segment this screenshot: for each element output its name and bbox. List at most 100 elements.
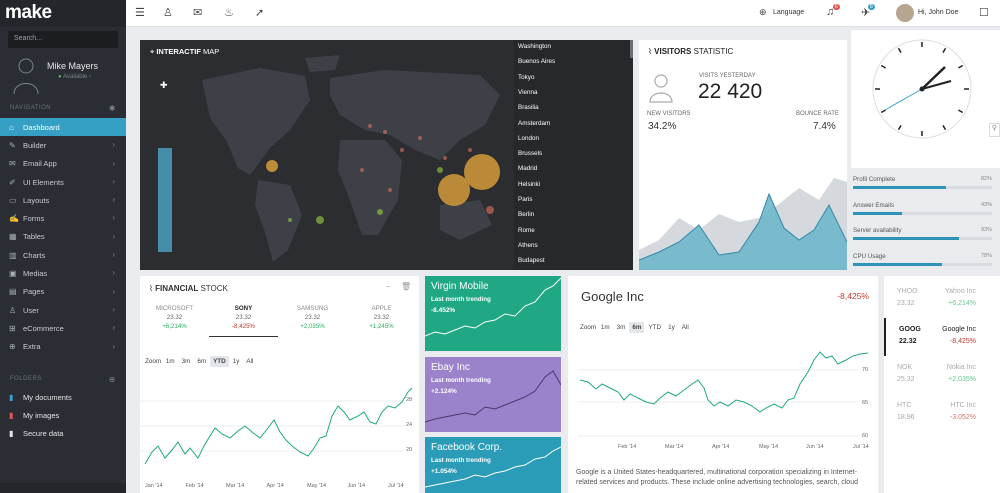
fire-icon[interactable]: ♨ xyxy=(224,7,234,19)
city-item[interactable]: Amsterdam xyxy=(518,119,551,127)
stock-tile[interactable]: Ebay Inc Last month trending +2.124% xyxy=(425,357,561,432)
zoom-1y-button[interactable]: 1y xyxy=(232,358,240,365)
stock-tab[interactable]: SONY 23.32 -8,425% xyxy=(209,305,278,337)
add-folder-icon[interactable]: ⊕ xyxy=(108,374,116,384)
stock-name: MICROSOFT xyxy=(155,305,194,312)
sidebar-item-medias[interactable]: ▣ Medias › xyxy=(0,264,126,282)
folder-item[interactable]: ▮ My documents xyxy=(0,389,126,407)
stock-name: SAMSUNG xyxy=(296,305,329,312)
menu-toggle-icon[interactable]: ☰ xyxy=(135,7,145,19)
messages-icon[interactable]: ✈ xyxy=(861,7,871,19)
sidebar-item-label: Forms xyxy=(23,214,45,224)
sidebar-item-email-app[interactable]: ✉ Email App › xyxy=(0,155,126,173)
ticker-row[interactable]: YHOO 23.32 Yahoo Inc +6,214% xyxy=(884,280,1000,318)
world-map[interactable] xyxy=(140,40,514,270)
ticker-row[interactable]: GOOG 22.32 Google Inc -8,425% xyxy=(884,318,1000,356)
city-item[interactable]: Budapest xyxy=(518,257,545,265)
stock-tile[interactable]: Facebook Corp. Last month trending +1.054% xyxy=(425,437,561,493)
map-zoom-slider[interactable] xyxy=(158,148,172,252)
sidebar-item-ui-elements[interactable]: ✐ UI Elements › xyxy=(0,173,126,191)
zoom-3m-button[interactable]: 3m xyxy=(616,324,626,331)
city-item[interactable]: Buenos Aires xyxy=(518,58,556,66)
zoom-ytd-button[interactable]: YTD xyxy=(210,356,229,367)
user-icon[interactable]: ♙ xyxy=(163,7,173,19)
search-input[interactable]: Search... xyxy=(8,31,118,48)
financial-line-chart[interactable] xyxy=(140,376,419,476)
city-item[interactable]: Washington xyxy=(518,43,552,50)
visits-yesterday-label: VISITS YESTERDAY xyxy=(699,73,756,79)
sidebar-item-charts[interactable]: ▥ Charts › xyxy=(0,246,126,264)
rocket-icon[interactable]: ➚ xyxy=(255,7,265,19)
trash-icon[interactable]: 🗑 xyxy=(401,282,412,291)
user-icon: ♙ xyxy=(9,305,17,315)
sidebar-item-label: Charts xyxy=(23,250,46,260)
map-pan-control[interactable]: ✚ xyxy=(160,80,168,90)
user-greeting[interactable]: Hi, John Doe xyxy=(918,9,959,16)
chat-icon[interactable]: ☐ xyxy=(979,7,989,19)
ticker-row[interactable]: HTC 18.96 HTC Inc -3.052% xyxy=(884,394,1000,432)
ticker-symbol: GOOG xyxy=(899,326,921,333)
map-title: ⌖ INTERACTIF MAP xyxy=(150,47,220,56)
zoom-all-button[interactable]: All xyxy=(246,358,254,365)
ticker-row[interactable]: NOK 25.32 Nokia Inc +2,035% xyxy=(884,356,1000,394)
sidebar-item-forms[interactable]: ✍ Forms › xyxy=(0,209,126,227)
gear-icon[interactable]: ✱ xyxy=(108,104,116,113)
avatar[interactable] xyxy=(896,4,914,22)
city-list-scrollbar[interactable] xyxy=(630,40,633,58)
active-tab-underline xyxy=(209,336,278,337)
stock-tab[interactable]: APPLE 23.32 +1,245% xyxy=(347,305,416,330)
sparkline-path xyxy=(425,277,561,337)
sidebar-item-dashboard[interactable]: ⌂ Dashboard xyxy=(0,118,126,137)
sidebar-item-builder[interactable]: ✎ Builder › xyxy=(0,136,126,154)
inbox-icon[interactable]: ✉ xyxy=(193,7,203,19)
user-status[interactable]: ● Available › xyxy=(58,74,91,80)
tile-sparkline xyxy=(425,370,561,423)
sidebar-item-layouts[interactable]: ▭ Layouts › xyxy=(0,191,126,209)
brand-logo[interactable]: make xyxy=(0,0,126,27)
visitors-area-chart[interactable] xyxy=(639,170,847,270)
globe-icon[interactable]: ⊕ xyxy=(759,7,767,17)
sidebar-item-tables[interactable]: ▦ Tables › xyxy=(0,228,126,246)
stock-tile[interactable]: Virgin Mobile Last month trending -8.452% xyxy=(425,276,561,351)
city-item[interactable]: Berlin xyxy=(518,211,535,219)
sidebar-item-ecommerce[interactable]: ⊞ eCommerce › xyxy=(0,319,126,337)
city-item[interactable]: London xyxy=(518,134,540,142)
settings-wrench-icon[interactable]: ⚲ xyxy=(989,123,1000,137)
sidebar-item-extra[interactable]: ⊕ Extra › xyxy=(0,338,126,356)
zoom-6m-button[interactable]: 6m xyxy=(629,322,645,333)
city-item[interactable]: Brussels xyxy=(518,150,543,158)
bell-icon[interactable]: ♫ xyxy=(826,6,835,18)
sidebar-item-user[interactable]: ♙ User › xyxy=(0,301,126,319)
stock-tab[interactable]: MICROSOFT 23.32 +6,214% xyxy=(140,305,209,330)
city-item[interactable]: Athens xyxy=(518,241,538,249)
minimize-icon[interactable]: – xyxy=(386,282,391,291)
folder-item[interactable]: ▮ My images xyxy=(0,407,126,425)
zoom-1m-button[interactable]: 1m xyxy=(600,324,610,331)
zoom-6m-button[interactable]: 6m xyxy=(197,358,207,365)
zoom-ytd-button[interactable]: YTD xyxy=(648,324,662,331)
clock-tick xyxy=(880,64,887,69)
city-item[interactable]: Vienna xyxy=(518,88,538,96)
city-item[interactable]: Madrid xyxy=(518,165,538,173)
folder-item[interactable]: ▮ Secure data xyxy=(0,425,126,443)
stock-tab[interactable]: SAMSUNG 23.32 +2,035% xyxy=(278,305,347,330)
sidebar-item-pages[interactable]: ▤ Pages › xyxy=(0,283,126,301)
google-line-chart[interactable] xyxy=(568,344,878,444)
city-item[interactable]: Rome xyxy=(518,226,535,234)
tile-value: +2.124% xyxy=(431,388,457,395)
zoom-1y-button[interactable]: 1y xyxy=(668,324,675,331)
city-item[interactable]: Helsinki xyxy=(518,180,541,188)
zoom-all-button[interactable]: All xyxy=(681,324,689,331)
google-zoom-bar: Zoom 1m 3m 6m YTD 1y All xyxy=(580,322,693,333)
stock-name: APPLE xyxy=(371,305,392,312)
chart-icon: ▥ xyxy=(9,250,17,260)
user-avatar-icon[interactable] xyxy=(12,54,40,94)
x-tick-label: May '14 xyxy=(307,483,327,489)
city-item[interactable]: Brasilia xyxy=(518,104,539,112)
zoom-1m-button[interactable]: 1m xyxy=(165,358,175,365)
zoom-3m-button[interactable]: 3m xyxy=(181,358,191,365)
city-item[interactable]: Paris xyxy=(518,196,533,203)
city-item[interactable]: Tokyo xyxy=(518,73,535,81)
language-selector[interactable]: Language xyxy=(773,9,805,16)
progress-bar xyxy=(853,237,992,240)
